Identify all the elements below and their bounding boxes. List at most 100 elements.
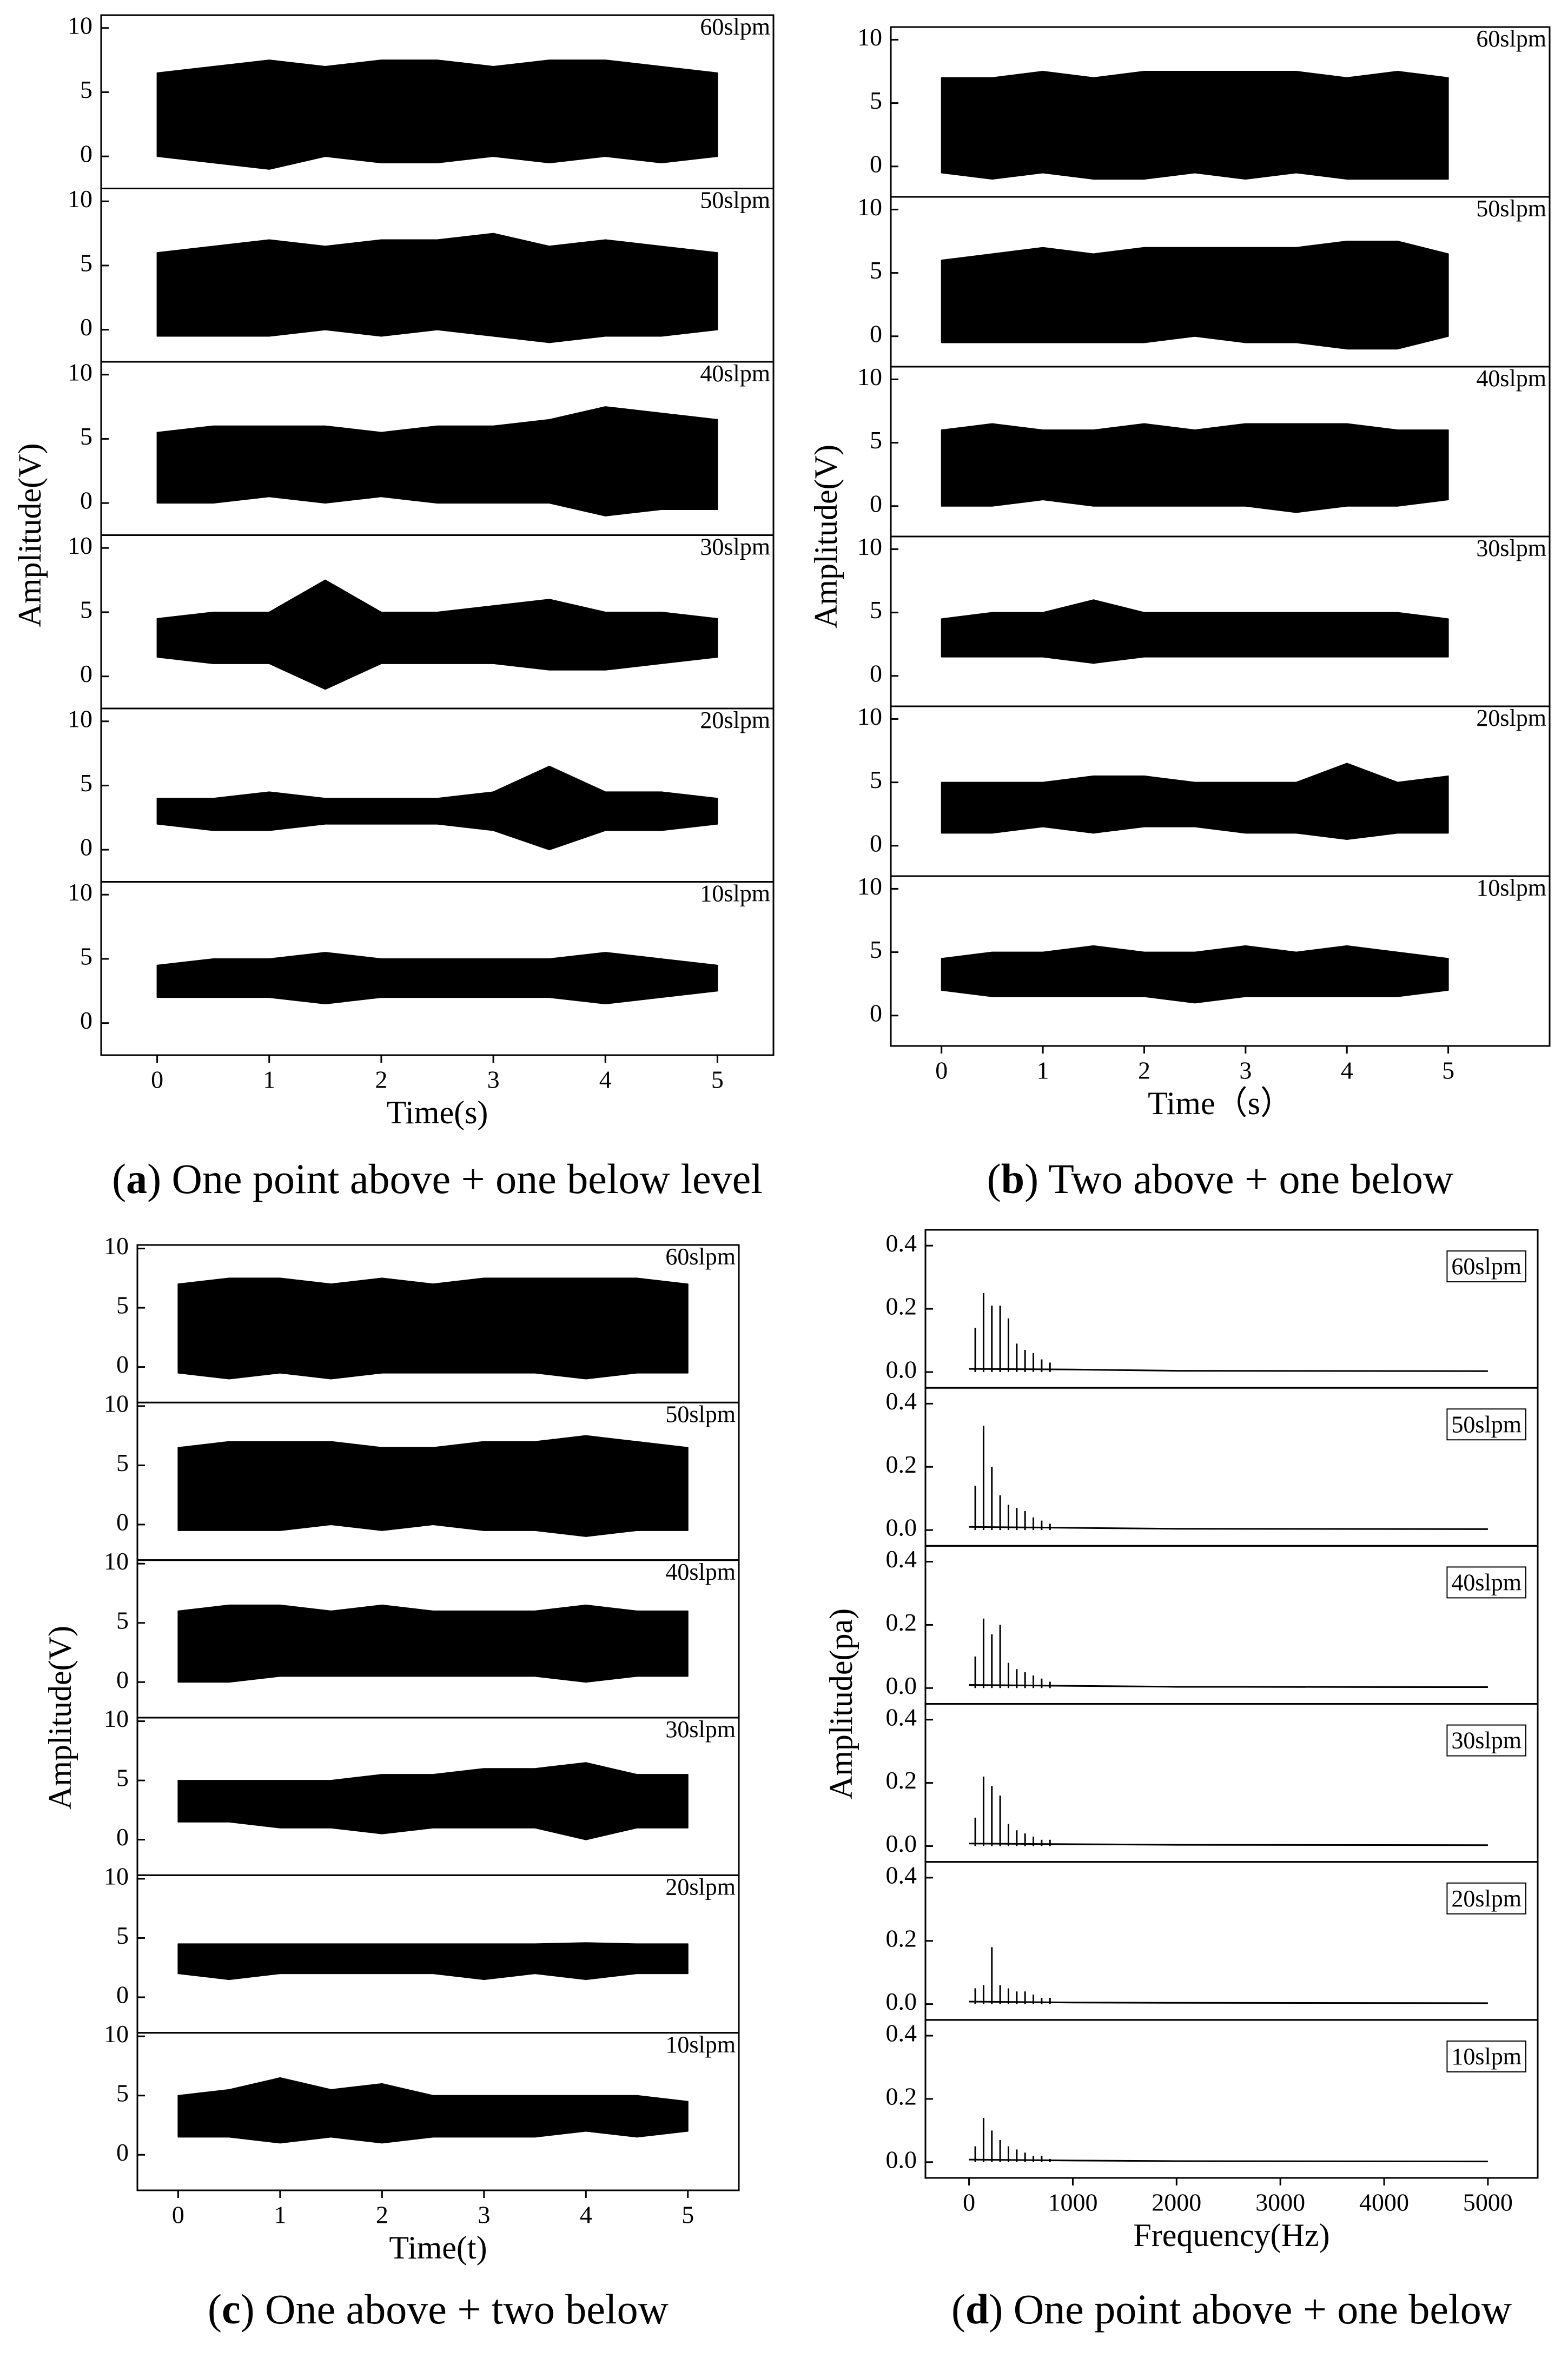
y-tick-label: 5 [80,76,92,103]
y-tick-label: 0.4 [886,1387,917,1415]
legend-label: 20slpm [700,707,770,733]
signal-band [177,2077,689,2144]
y-tick-label: 0 [116,2138,129,2166]
caption-part: ) Two above + one below [1024,1155,1453,1202]
y-tick-label: 5 [870,766,882,793]
y-tick-label: 10 [68,878,92,906]
legend-label: 50slpm [1451,1411,1521,1438]
y-tick-label: 10 [857,193,882,221]
y-tick-label: 5 [870,936,882,963]
legend-label: 40slpm [1476,365,1546,392]
signal-band [156,406,718,516]
subplot-frame [136,2032,740,2191]
legend-label: 30slpm [1476,535,1546,561]
caption-part: ( [951,2286,965,2333]
signal-band [156,952,718,1005]
y-tick-label: 5 [80,596,92,624]
y-tick-label: 5 [116,1764,129,1792]
x-tick-label: 4 [580,2201,592,2229]
y-tick-label: 5 [116,2079,129,2107]
y-tick-label: 10 [68,11,92,39]
y-tick-label: 5 [116,1291,129,1319]
signal-band [177,1604,689,1683]
x-tick-label: 5 [1442,1057,1454,1084]
y-axis-label: Amplitude(V) [42,1626,78,1810]
caption-part: b [1001,1155,1024,1202]
y-tick-label: 10 [68,185,92,213]
spectrum-floor [969,2158,1488,2163]
signal-band [941,241,1449,350]
legend-box [1446,1408,1526,1441]
legend-label: 60slpm [1451,1253,1521,1280]
caption-part: ( [112,1155,126,1202]
x-axis-label: Frequency(Hz) [1133,2217,1329,2253]
y-tick-label: 10 [68,358,92,386]
x-tick-label: 3000 [1255,2189,1305,2216]
caption: (b) Two above + one below [987,1155,1453,1202]
y-tick-label: 0 [870,150,882,177]
x-tick-label: 1000 [1048,2189,1097,2216]
y-tick-label: 0.4 [886,1861,917,1889]
signal-band [177,1277,689,1380]
legend-label: 50slpm [1476,195,1546,222]
y-tick-label: 5 [80,249,92,277]
x-tick-label: 4 [599,1066,612,1094]
spectrum-floor [969,1526,1488,1530]
y-tick-label: 0 [80,833,92,861]
y-tick-label: 10 [68,705,92,732]
y-tick-label: 0 [80,487,92,514]
legend-box [1446,2040,1526,2072]
y-tick-label: 5 [80,422,92,450]
x-tick-label: 1 [274,2201,286,2229]
signal-band [941,945,1449,1004]
y-tick-label: 0.2 [886,1608,917,1636]
y-tick-label: 0 [116,1666,129,1693]
y-tick-label: 5 [116,1449,129,1476]
caption-part: ) One above + two below [241,2286,669,2333]
signal-band [177,1435,689,1537]
x-tick-label: 0 [963,2189,975,2216]
x-tick-label: 0 [151,1066,163,1094]
y-tick-label: 5 [116,1922,129,1949]
x-tick-label: 0 [935,1057,948,1084]
signal-band [156,765,718,851]
caption-part: ( [208,2286,222,2333]
x-tick-label: 3 [1239,1057,1252,1084]
y-tick-label: 5 [870,256,882,284]
y-tick-label: 0.2 [886,1450,917,1478]
x-tick-label: 3 [478,2201,490,2229]
x-tick-label: 4000 [1359,2189,1409,2216]
y-axis-label: Amplitude(V) [808,445,844,628]
x-tick-label: 1 [1037,1057,1049,1084]
y-tick-label: 0 [80,140,92,168]
y-tick-label: 0.4 [886,1545,917,1573]
signal-band [156,579,718,690]
caption-part: d [965,2286,989,2333]
subplot-frame [890,875,1551,1047]
y-tick-label: 10 [104,2020,129,2048]
legend-box [1446,1566,1526,1599]
y-tick-label: 10 [857,533,882,560]
caption-part: ( [987,1155,1001,1202]
spectrum-floor [969,1843,1488,1846]
y-tick-label: 0 [80,660,92,687]
y-tick-label: 5 [870,87,882,114]
x-tick-label: 5 [682,2201,694,2229]
y-tick-label: 0 [870,489,882,517]
legend-label: 30slpm [665,1716,736,1743]
legend-label: 10slpm [1476,875,1546,901]
legend-label: 50slpm [665,1401,736,1427]
legend-label: 30slpm [1451,1727,1521,1754]
y-tick-label: 0.4 [886,1703,917,1731]
legend-label: 10slpm [700,880,770,907]
y-tick-label: 0.2 [886,1766,917,1794]
x-tick-label: 2 [375,1066,387,1094]
spectrum-floor [969,1368,1488,1372]
y-tick-label: 10 [857,703,882,730]
y-tick-label: 0 [80,1006,92,1034]
signal-band [177,1762,689,1840]
y-tick-label: 10 [68,532,92,559]
y-tick-label: 5 [80,769,92,797]
caption: (a) One point above + one below level [112,1155,763,1202]
legend-box [1446,1250,1526,1283]
